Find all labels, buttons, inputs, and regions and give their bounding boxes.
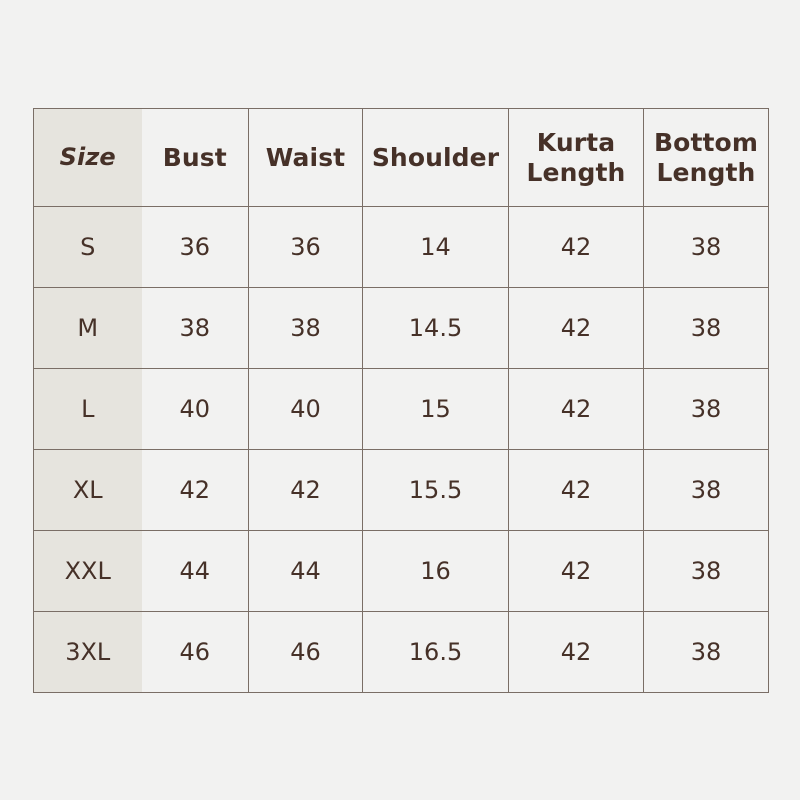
cell-bottom-length: 38 [643,368,769,450]
cell-kurta-length: 42 [508,206,644,288]
cell-kurta-length: 42 [508,449,644,531]
cell-bust: 40 [141,368,249,450]
column-header-size: Size [33,108,142,207]
cell-shoulder: 14.5 [362,287,509,369]
cell-waist: 42 [248,449,363,531]
cell-shoulder: 15.5 [362,449,509,531]
cell-waist: 38 [248,287,363,369]
table-row: M 38 38 14.5 42 38 [33,287,769,369]
table-body: S 36 36 14 42 38 M 38 38 14.5 42 38 L [33,206,769,693]
cell-bust: 44 [141,530,249,612]
cell-kurta-length: 42 [508,368,644,450]
cell-size: M [33,287,142,369]
cell-waist: 46 [248,611,363,693]
cell-shoulder: 16.5 [362,611,509,693]
cell-size: XL [33,449,142,531]
cell-bottom-length: 38 [643,530,769,612]
table-header: Size Bust Waist Shoulder Kurta Length Bo… [33,108,769,207]
column-header-shoulder: Shoulder [362,108,509,207]
cell-kurta-length: 42 [508,611,644,693]
cell-size: XXL [33,530,142,612]
cell-bottom-length: 38 [643,206,769,288]
table-row: L 40 40 15 42 38 [33,368,769,450]
cell-shoulder: 15 [362,368,509,450]
column-header-bust: Bust [141,108,249,207]
cell-waist: 40 [248,368,363,450]
cell-shoulder: 14 [362,206,509,288]
header-row: Size Bust Waist Shoulder Kurta Length Bo… [33,108,769,207]
cell-size: S [33,206,142,288]
cell-kurta-length: 42 [508,530,644,612]
cell-waist: 36 [248,206,363,288]
cell-shoulder: 16 [362,530,509,612]
size-chart-container: Size Bust Waist Shoulder Kurta Length Bo… [33,108,769,693]
table-row: S 36 36 14 42 38 [33,206,769,288]
cell-bust: 38 [141,287,249,369]
cell-size: 3XL [33,611,142,693]
table-row: XXL 44 44 16 42 38 [33,530,769,612]
cell-bust: 46 [141,611,249,693]
cell-bottom-length: 38 [643,611,769,693]
cell-bottom-length: 38 [643,287,769,369]
column-header-kurta-length: Kurta Length [508,108,644,207]
table-row: 3XL 46 46 16.5 42 38 [33,611,769,693]
cell-bottom-length: 38 [643,449,769,531]
size-chart-table: Size Bust Waist Shoulder Kurta Length Bo… [33,108,769,693]
column-header-waist: Waist [248,108,363,207]
cell-bust: 36 [141,206,249,288]
cell-bust: 42 [141,449,249,531]
cell-kurta-length: 42 [508,287,644,369]
table-row: XL 42 42 15.5 42 38 [33,449,769,531]
cell-size: L [33,368,142,450]
column-header-bottom-length: Bottom Length [643,108,769,207]
cell-waist: 44 [248,530,363,612]
